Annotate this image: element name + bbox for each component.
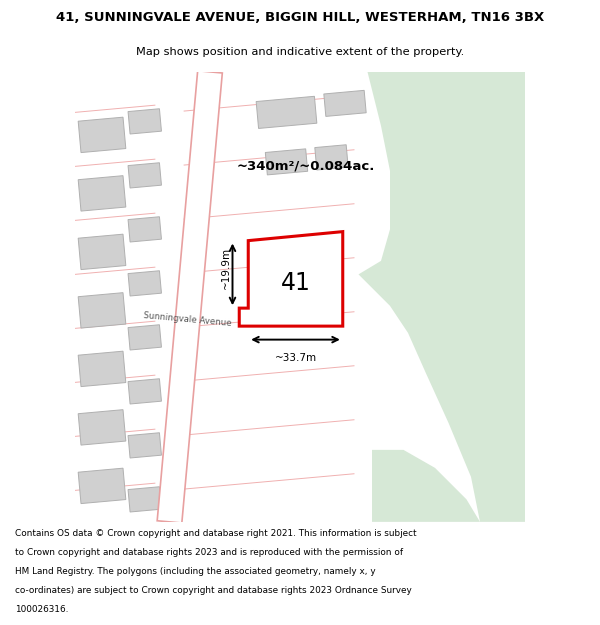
Text: Contains OS data © Crown copyright and database right 2021. This information is : Contains OS data © Crown copyright and d… <box>15 529 416 538</box>
Polygon shape <box>256 96 317 129</box>
Polygon shape <box>78 176 126 211</box>
Text: ~33.7m: ~33.7m <box>274 353 317 363</box>
Text: ~340m²/~0.084ac.: ~340m²/~0.084ac. <box>237 160 376 173</box>
Polygon shape <box>128 109 161 134</box>
Polygon shape <box>78 234 126 269</box>
Polygon shape <box>78 117 126 152</box>
Polygon shape <box>265 149 308 175</box>
Text: co-ordinates) are subject to Crown copyright and database rights 2023 Ordnance S: co-ordinates) are subject to Crown copyr… <box>15 586 412 596</box>
Text: 41, SUNNINGVALE AVENUE, BIGGIN HILL, WESTERHAM, TN16 3BX: 41, SUNNINGVALE AVENUE, BIGGIN HILL, WES… <box>56 11 544 24</box>
Polygon shape <box>78 351 126 387</box>
Polygon shape <box>128 217 161 242</box>
Text: to Crown copyright and database rights 2023 and is reproduced with the permissio: to Crown copyright and database rights 2… <box>15 548 403 557</box>
Text: Map shows position and indicative extent of the property.: Map shows position and indicative extent… <box>136 47 464 57</box>
Polygon shape <box>128 379 161 404</box>
Polygon shape <box>128 271 161 296</box>
Text: 41: 41 <box>281 271 310 296</box>
Polygon shape <box>78 409 126 445</box>
Polygon shape <box>128 162 161 188</box>
Polygon shape <box>372 450 525 522</box>
Polygon shape <box>78 292 126 328</box>
Polygon shape <box>128 325 161 350</box>
Polygon shape <box>78 468 126 504</box>
Polygon shape <box>239 232 343 326</box>
Polygon shape <box>324 91 366 116</box>
Polygon shape <box>359 72 525 522</box>
Polygon shape <box>128 432 161 458</box>
Polygon shape <box>315 145 348 170</box>
Polygon shape <box>157 71 223 523</box>
Text: Sunningvale Avenue: Sunningvale Avenue <box>143 311 232 328</box>
Text: HM Land Registry. The polygons (including the associated geometry, namely x, y: HM Land Registry. The polygons (includin… <box>15 568 376 576</box>
Text: 100026316.: 100026316. <box>15 606 68 614</box>
Text: ~19.9m: ~19.9m <box>221 246 231 289</box>
Polygon shape <box>128 487 161 512</box>
